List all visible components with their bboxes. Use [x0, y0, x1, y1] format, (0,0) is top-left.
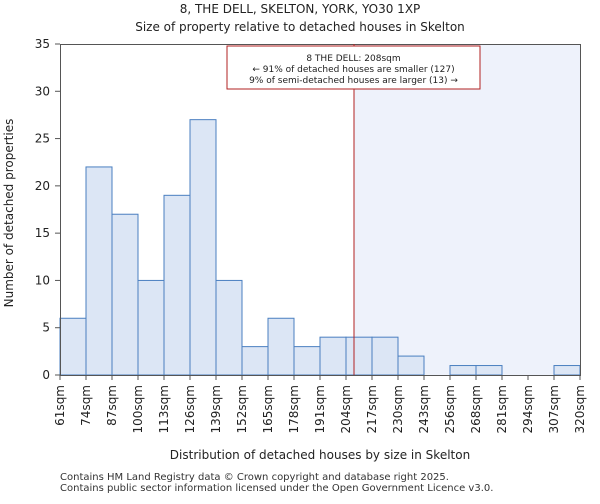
footer-line-1: Contains HM Land Registry data © Crown c… — [60, 472, 449, 483]
y-tick-label-20: 20 — [35, 179, 50, 193]
annotation-line-1: 8 THE DELL: 208sqm — [306, 54, 400, 64]
x-tick-label-294sqm: 294sqm — [521, 385, 535, 433]
bar-191sqm — [319, 336, 347, 376]
x-axis-label: Distribution of detached houses by size … — [170, 448, 470, 462]
y-axis-label: Number of detached properties — [2, 119, 16, 308]
x-tick-label-243sqm: 243sqm — [417, 385, 431, 433]
y-tick-label-35: 35 — [35, 37, 50, 51]
bar-74sqm — [85, 166, 113, 376]
y-tick-label-0: 0 — [42, 368, 50, 382]
bar-126sqm — [189, 119, 217, 376]
chart-title: 8, THE DELL, SKELTON, YORK, YO30 1XP — [180, 2, 421, 16]
x-tick-label-152sqm: 152sqm — [235, 385, 249, 433]
y-tick-label-25: 25 — [35, 132, 50, 146]
x-tick-label-281sqm: 281sqm — [495, 385, 509, 433]
x-tick-label-217sqm: 217sqm — [365, 385, 379, 433]
bars-group — [59, 119, 581, 376]
x-tick-label-74sqm: 74sqm — [79, 385, 93, 426]
x-tick-label-191sqm: 191sqm — [313, 385, 327, 433]
bar-204sqm — [345, 336, 373, 376]
x-tick-label-113sqm: 113sqm — [157, 385, 171, 433]
bar-217sqm — [371, 336, 399, 376]
bar-100sqm — [137, 279, 165, 376]
bar-61sqm — [59, 317, 87, 376]
bar-87sqm — [111, 213, 139, 376]
x-tick-label-178sqm: 178sqm — [287, 385, 301, 433]
annotation-line-2: ← 91% of detached houses are smaller (12… — [252, 65, 454, 75]
chart-subtitle: Size of property relative to detached ho… — [135, 20, 465, 34]
bar-139sqm — [215, 279, 243, 376]
y-tick-label-5: 5 — [42, 321, 50, 335]
y-axis: 0 5 10 15 20 25 30 35 — [35, 37, 60, 382]
annotation-line-3: 9% of semi-detached houses are larger (1… — [249, 76, 458, 86]
bar-268sqm — [475, 365, 503, 376]
x-axis: 61sqm 74sqm 87sqm 100sqm 113sqm 126sqm 139sqm 1… — [53, 375, 587, 433]
x-tick-label-204sqm: 204sqm — [339, 385, 353, 433]
x-tick-label-230sqm: 230sqm — [391, 385, 405, 433]
y-tick-label-30: 30 — [35, 84, 50, 98]
bar-230sqm — [397, 355, 425, 376]
bar-113sqm — [163, 194, 191, 376]
x-tick-label-87sqm: 87sqm — [105, 385, 119, 426]
y-tick-label-15: 15 — [35, 226, 50, 240]
x-tick-label-165sqm: 165sqm — [261, 385, 275, 433]
x-tick-label-61sqm: 61sqm — [53, 385, 67, 426]
x-tick-label-268sqm: 268sqm — [469, 385, 483, 433]
x-tick-label-307sqm: 307sqm — [547, 385, 561, 433]
bar-256sqm — [449, 365, 477, 376]
y-tick-label-10: 10 — [35, 273, 50, 287]
highlight-region — [354, 44, 580, 375]
bar-165sqm — [267, 317, 295, 376]
bar-307sqm — [553, 365, 581, 376]
annotation-box: 8 THE DELL: 208sqm ← 91% of detached hou… — [226, 45, 481, 90]
x-tick-label-126sqm: 126sqm — [183, 385, 197, 433]
footer-line-2: Contains public sector information licen… — [60, 483, 494, 494]
x-tick-label-256sqm: 256sqm — [443, 385, 457, 433]
bar-178sqm — [293, 346, 321, 376]
x-tick-label-100sqm: 100sqm — [131, 385, 145, 433]
x-tick-label-320sqm: 320sqm — [573, 385, 587, 433]
bar-152sqm — [241, 346, 269, 376]
x-tick-label-139sqm: 139sqm — [209, 385, 223, 433]
footer: Contains HM Land Registry data © Crown c… — [60, 472, 493, 494]
